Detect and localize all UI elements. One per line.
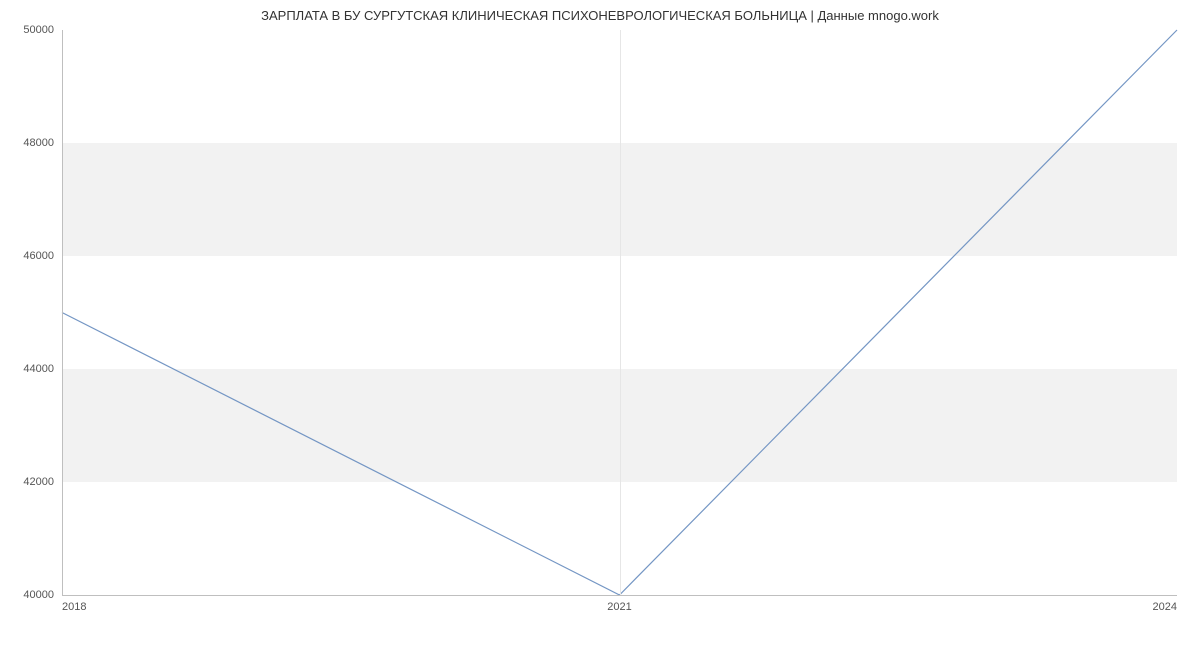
x-tick-label: 2021 <box>607 601 631 613</box>
x-axis-line <box>62 595 1177 596</box>
y-tick-label: 50000 <box>23 24 54 36</box>
gridline-vertical <box>620 30 621 595</box>
y-axis-line <box>62 30 63 595</box>
y-tick-label: 44000 <box>23 363 54 375</box>
y-tick-label: 40000 <box>23 589 54 601</box>
chart-title: ЗАРПЛАТА В БУ СУРГУТСКАЯ КЛИНИЧЕСКАЯ ПСИ… <box>0 8 1200 23</box>
y-tick-label: 42000 <box>23 476 54 488</box>
y-tick-label: 46000 <box>23 250 54 262</box>
salary-line-chart: ЗАРПЛАТА В БУ СУРГУТСКАЯ КЛИНИЧЕСКАЯ ПСИ… <box>0 0 1200 650</box>
plot-area: 4000042000440004600048000500002018202120… <box>62 30 1177 595</box>
x-tick-label: 2024 <box>1153 601 1177 613</box>
y-tick-label: 48000 <box>23 137 54 149</box>
x-tick-label: 2018 <box>62 601 86 613</box>
